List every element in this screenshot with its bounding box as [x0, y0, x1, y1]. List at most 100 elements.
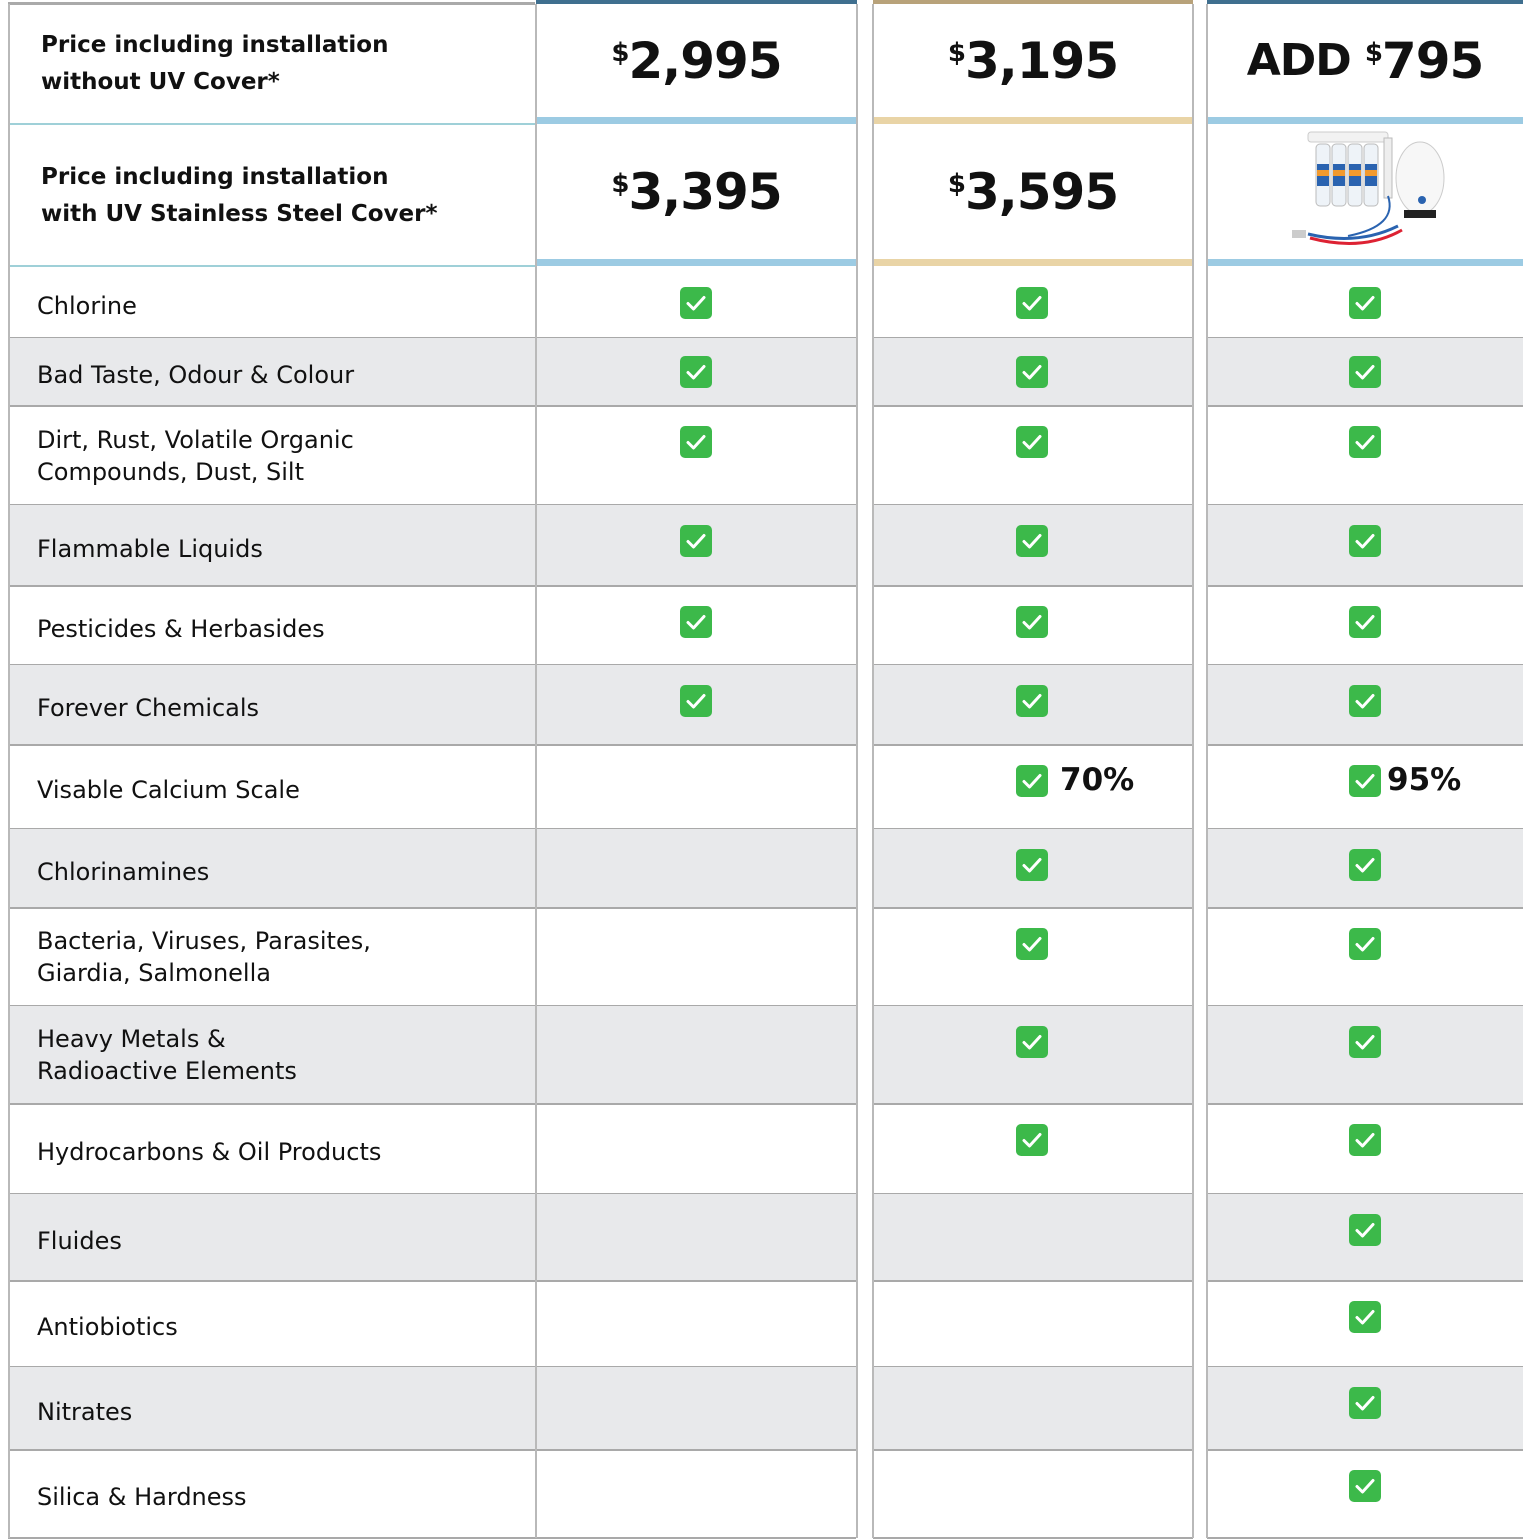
feature-label: Chlorine: [8, 268, 535, 338]
check-icon: [1016, 606, 1048, 638]
cell-bg: [536, 745, 857, 829]
label-line: Chlorine: [37, 290, 137, 322]
currency: $: [1365, 40, 1382, 66]
feature-label: Bacteria, Viruses, Parasites,Giardia, Sa…: [8, 908, 535, 1006]
price: $3,395: [536, 125, 857, 259]
header-band: [873, 117, 1193, 124]
label-line: Chlorinamines: [37, 856, 209, 888]
check-icon: [1016, 765, 1048, 797]
check-icon: [1349, 685, 1381, 717]
check-icon: [680, 525, 712, 557]
check-icon: [680, 426, 712, 458]
check-icon: [1349, 1026, 1381, 1058]
column-line: [1206, 4, 1208, 1538]
cell-bg: [536, 829, 857, 908]
amount: 3,395: [628, 163, 781, 221]
price-prefix: ADD: [1247, 35, 1351, 86]
column-line: [872, 4, 874, 1538]
check-icon: [1349, 426, 1381, 458]
feature-label: Bad Taste, Odour & Colour: [8, 338, 535, 406]
label-line: Compounds, Dust, Silt: [37, 456, 304, 488]
check-icon: [1016, 1124, 1048, 1156]
check-icon: [1349, 1124, 1381, 1156]
check-icon: [680, 606, 712, 638]
amount: 2,995: [628, 32, 781, 90]
label-line: Price including installation: [41, 27, 388, 64]
check-icon: [1349, 356, 1381, 388]
cell-bg: [536, 1367, 857, 1450]
header-band: [1207, 117, 1523, 124]
label-line: Price including installation: [41, 159, 388, 196]
header-band: [536, 117, 857, 124]
feature-label: Chlorinamines: [8, 829, 535, 908]
label-line: Nitrates: [37, 1396, 132, 1428]
price: ADD$795: [1207, 4, 1523, 117]
label-line: Antiobiotics: [37, 1311, 178, 1343]
currency: $: [948, 171, 965, 197]
check-icon: [1016, 426, 1048, 458]
cell-bg: [536, 908, 857, 1006]
product-image: [1288, 126, 1458, 252]
check-icon: [1349, 849, 1381, 881]
check-icon: [1016, 849, 1048, 881]
cell-bg: [873, 1281, 1193, 1367]
feature-label: Pesticides & Herbasides: [8, 586, 535, 665]
cell-bg: [873, 1450, 1193, 1538]
header-band: [873, 259, 1193, 266]
cell-bg: [873, 1367, 1193, 1450]
currency: $: [611, 171, 628, 197]
check-icon: [1349, 1301, 1381, 1333]
column-line: [8, 4, 10, 1538]
label-line: Fluides: [37, 1225, 122, 1257]
label-line: Bad Taste, Odour & Colour: [37, 359, 354, 391]
cell-bg: [873, 1194, 1193, 1281]
feature-label: Hydrocarbons & Oil Products: [8, 1104, 535, 1194]
label-line: Hydrocarbons & Oil Products: [37, 1136, 381, 1168]
check-icon: [680, 356, 712, 388]
header-band: [536, 259, 857, 266]
label-line: Heavy Metals &: [37, 1023, 226, 1055]
feature-label: Forever Chemicals: [8, 665, 535, 745]
check-icon: [1016, 525, 1048, 557]
page: {"header": {"rows": [ {"label": ["Price …: [0, 0, 1523, 1538]
price: $3,195: [873, 4, 1193, 117]
check-icon: [1016, 356, 1048, 388]
column-line: [535, 4, 537, 1538]
label-line: Dirt, Rust, Volatile Organic: [37, 424, 354, 456]
feature-label: Nitrates: [8, 1367, 535, 1450]
check-icon: [680, 287, 712, 319]
cell-bg: [536, 1104, 857, 1194]
price: $2,995: [536, 4, 857, 117]
check-icon: [1349, 1387, 1381, 1419]
check-icon: [680, 685, 712, 717]
column-line: [1192, 4, 1194, 1538]
percent-note: 95%: [1387, 762, 1461, 798]
amount: 3,195: [965, 32, 1118, 90]
check-icon: [1349, 1470, 1381, 1502]
check-icon: [1349, 606, 1381, 638]
check-icon: [1016, 1026, 1048, 1058]
check-icon: [1016, 287, 1048, 319]
currency: $: [948, 40, 965, 66]
header-label: Price including installationwithout UV C…: [8, 4, 535, 124]
feature-label: Flammable Liquids: [8, 505, 535, 586]
header-label: Price including installationwith UV Stai…: [8, 125, 535, 266]
feature-label: Silica & Hardness: [8, 1450, 535, 1538]
label-line: Visable Calcium Scale: [37, 774, 300, 806]
feature-label: Fluides: [8, 1194, 535, 1281]
check-icon: [1349, 765, 1381, 797]
label-line: Silica & Hardness: [37, 1481, 247, 1513]
check-icon: [1349, 525, 1381, 557]
feature-label: Visable Calcium Scale: [8, 745, 535, 829]
amount: 3,595: [965, 163, 1118, 221]
row-line: [8, 265, 535, 267]
cell-bg: [536, 1450, 857, 1538]
cell-bg: [536, 1006, 857, 1104]
header-band: [1207, 259, 1523, 266]
label-line: Radioactive Elements: [37, 1055, 297, 1087]
feature-label: Dirt, Rust, Volatile OrganicCompounds, D…: [8, 406, 535, 505]
label-line: Pesticides & Herbasides: [37, 613, 325, 645]
label-line: Giardia, Salmonella: [37, 957, 271, 989]
column-line: [856, 4, 858, 1538]
label-line: with UV Stainless Steel Cover*: [41, 196, 438, 233]
